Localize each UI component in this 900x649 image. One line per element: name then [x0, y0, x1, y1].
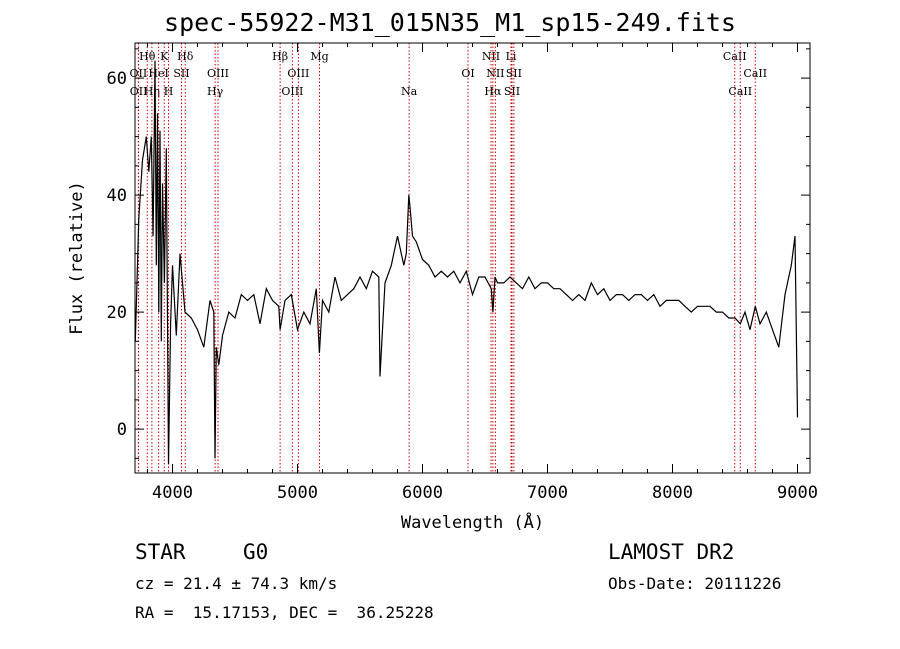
line-marker-label: NII [482, 50, 500, 63]
redshift-text: cz = 21.4 ± 74.3 km/s [135, 574, 338, 593]
line-marker-label: OIII [287, 67, 309, 80]
line-marker-label: CaII [723, 50, 747, 63]
line-marker-label: Li [506, 50, 517, 63]
line-marker-label: Hη [144, 85, 160, 98]
line-marker-label: Mg [310, 50, 328, 63]
y-tick-label: 40 [107, 186, 127, 206]
subclass-label: G0 [243, 540, 269, 564]
line-marker-label: Hγ [207, 85, 224, 98]
line-marker-label: OI [461, 67, 474, 80]
line-marker-label: K [160, 50, 169, 63]
y-axis-label: Flux (relative) [67, 181, 87, 335]
y-tick-label: 0 [117, 420, 127, 440]
line-marker-label: CaII [743, 67, 767, 80]
survey-label: LAMOST DR2 [608, 540, 735, 564]
x-tick-label: 5000 [277, 483, 318, 503]
x-axis-label: Wavelength (Å) [401, 511, 544, 533]
line-marker-label: Hδ [177, 50, 194, 63]
class-label: STAR [135, 540, 186, 564]
line-marker-label: OIII [281, 85, 303, 98]
plot-frame [134, 42, 811, 474]
line-marker-label: SII [173, 67, 189, 80]
spectrum-series-line [134, 60, 799, 465]
coordinates-text: RA = 15.17153, DEC = 36.25228 [135, 603, 434, 622]
line-marker-label: Hθ [139, 50, 156, 63]
line-marker-label: Hα [484, 85, 502, 98]
chart-title: spec-55922-M31_015N35_M1_sp15-249.fits [164, 8, 736, 37]
x-tick-label: 7000 [527, 483, 568, 503]
line-marker-label: H [164, 85, 174, 98]
x-tick-label: 4000 [152, 483, 193, 503]
line-marker-label: NII [486, 67, 504, 80]
line-marker-label: Hβ [272, 50, 288, 63]
line-marker-label: HeI [148, 67, 168, 80]
y-tick-label: 60 [107, 69, 127, 89]
line-marker-label: OII [130, 85, 148, 98]
line-marker-label: CaII [728, 85, 752, 98]
x-tick-label: 6000 [402, 483, 443, 503]
obs-date-text: Obs-Date: 20111226 [608, 574, 782, 593]
x-tick-label: 8000 [652, 483, 693, 503]
line-marker-label: OII [130, 67, 148, 80]
line-marker-label: Na [401, 85, 418, 98]
line-marker-label: OIII [207, 67, 229, 80]
x-tick-label: 9000 [777, 483, 818, 503]
line-marker-label: SII [504, 85, 520, 98]
line-marker-label: SII [506, 67, 522, 80]
y-tick-label: 20 [107, 303, 127, 323]
